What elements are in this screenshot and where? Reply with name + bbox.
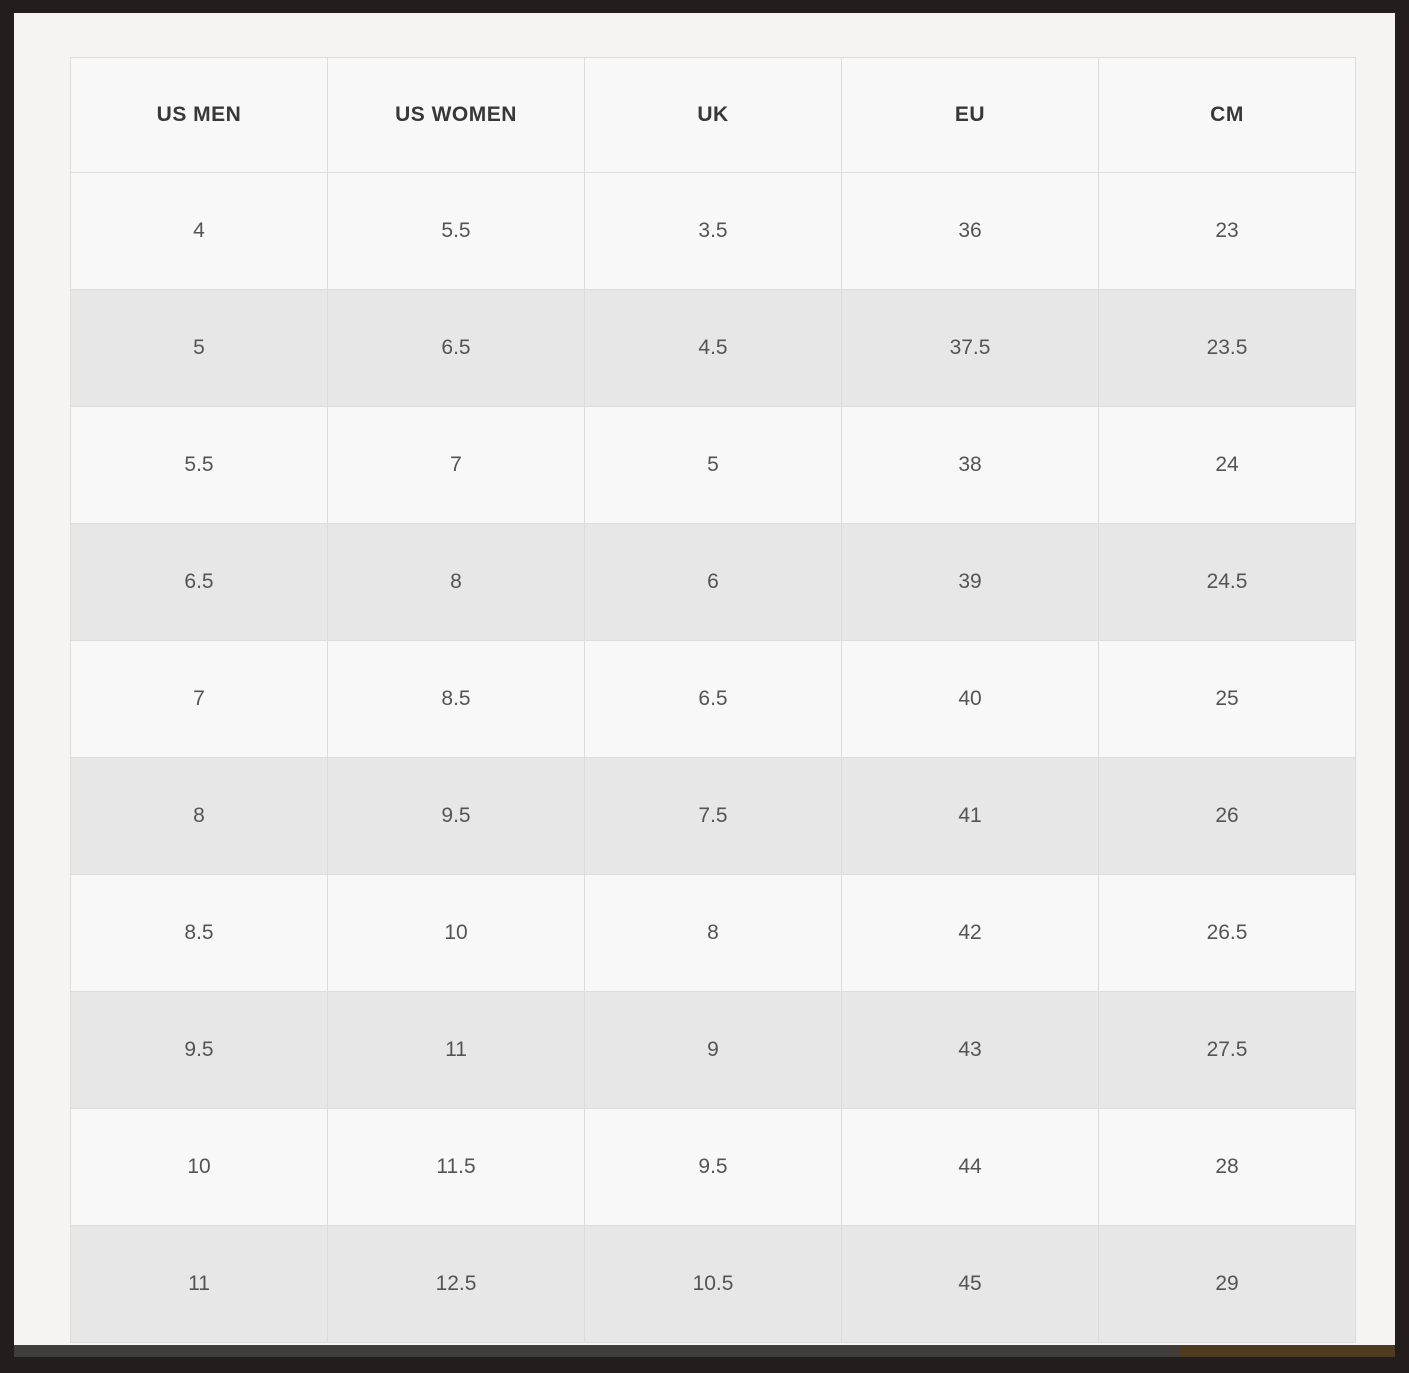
table-cell: 4.5 [584, 289, 842, 407]
table-cell: 10.5 [584, 1225, 842, 1343]
column-header-eu: EU [841, 57, 1099, 173]
table-cell: 38 [841, 406, 1099, 524]
table-cell: 6.5 [70, 523, 328, 641]
table-header-row: US MEN US WOMEN UK EU CM [70, 57, 1356, 173]
page-viewport: US MEN US WOMEN UK EU CM 4 5.5 3.5 36 23 5 6.5… [14, 13, 1395, 1357]
horizontal-scrollbar[interactable] [14, 1345, 1395, 1357]
table-cell: 37.5 [841, 289, 1099, 407]
table-cell: 8 [70, 757, 328, 875]
table-cell: 6.5 [327, 289, 585, 407]
table-cell: 11.5 [327, 1108, 585, 1226]
table-cell: 29 [1098, 1225, 1356, 1343]
table-cell: 9 [584, 991, 842, 1109]
table-row: 9.5 11 9 43 27.5 [70, 991, 1356, 1109]
table-cell: 45 [841, 1225, 1099, 1343]
scrollbar-track[interactable] [14, 1345, 1180, 1357]
table-cell: 10 [327, 874, 585, 992]
size-conversion-table: US MEN US WOMEN UK EU CM 4 5.5 3.5 36 23 5 6.5… [70, 57, 1356, 1343]
table-row: 4 5.5 3.5 36 23 [70, 172, 1356, 290]
table-cell: 8 [327, 523, 585, 641]
table-cell: 43 [841, 991, 1099, 1109]
table-cell: 8 [584, 874, 842, 992]
table-cell: 8.5 [70, 874, 328, 992]
table-cell: 23 [1098, 172, 1356, 290]
table-cell: 26.5 [1098, 874, 1356, 992]
table-cell: 41 [841, 757, 1099, 875]
table-cell: 5 [70, 289, 328, 407]
table-cell: 3.5 [584, 172, 842, 290]
table-cell: 12.5 [327, 1225, 585, 1343]
table-cell: 23.5 [1098, 289, 1356, 407]
table-cell: 10 [70, 1108, 328, 1226]
table-cell: 7 [327, 406, 585, 524]
column-header-us-women: US WOMEN [327, 57, 585, 173]
table-cell: 27.5 [1098, 991, 1356, 1109]
table-cell: 5.5 [327, 172, 585, 290]
table-body: 4 5.5 3.5 36 23 5 6.5 4.5 37.5 23.5 5.5 7 5 38 24 6.5 8 6… [70, 172, 1356, 1343]
table-row: 8.5 10 8 42 26.5 [70, 874, 1356, 992]
table-row: 8 9.5 7.5 41 26 [70, 757, 1356, 875]
table-row: 5 6.5 4.5 37.5 23.5 [70, 289, 1356, 407]
table-cell: 39 [841, 523, 1099, 641]
table-cell: 7.5 [584, 757, 842, 875]
table-cell: 40 [841, 640, 1099, 758]
table-cell: 24 [1098, 406, 1356, 524]
table-cell: 4 [70, 172, 328, 290]
table-row: 5.5 7 5 38 24 [70, 406, 1356, 524]
table-cell: 7 [70, 640, 328, 758]
table-cell: 11 [327, 991, 585, 1109]
table-cell: 8.5 [327, 640, 585, 758]
table-row: 7 8.5 6.5 40 25 [70, 640, 1356, 758]
column-header-uk: UK [584, 57, 842, 173]
table-cell: 9.5 [70, 991, 328, 1109]
column-header-us-men: US MEN [70, 57, 328, 173]
table-row: 11 12.5 10.5 45 29 [70, 1225, 1356, 1343]
table-cell: 11 [70, 1225, 328, 1343]
table-cell: 9.5 [327, 757, 585, 875]
scrollbar-thumb[interactable] [1180, 1345, 1395, 1357]
table-cell: 44 [841, 1108, 1099, 1226]
table-row: 6.5 8 6 39 24.5 [70, 523, 1356, 641]
column-header-cm: CM [1098, 57, 1356, 173]
table-cell: 6 [584, 523, 842, 641]
table-cell: 24.5 [1098, 523, 1356, 641]
table-cell: 6.5 [584, 640, 842, 758]
table-cell: 9.5 [584, 1108, 842, 1226]
table-cell: 36 [841, 172, 1099, 290]
table-cell: 42 [841, 874, 1099, 992]
table-cell: 5 [584, 406, 842, 524]
table-cell: 28 [1098, 1108, 1356, 1226]
table-cell: 25 [1098, 640, 1356, 758]
table-cell: 5.5 [70, 406, 328, 524]
table-row: 10 11.5 9.5 44 28 [70, 1108, 1356, 1226]
table-cell: 26 [1098, 757, 1356, 875]
